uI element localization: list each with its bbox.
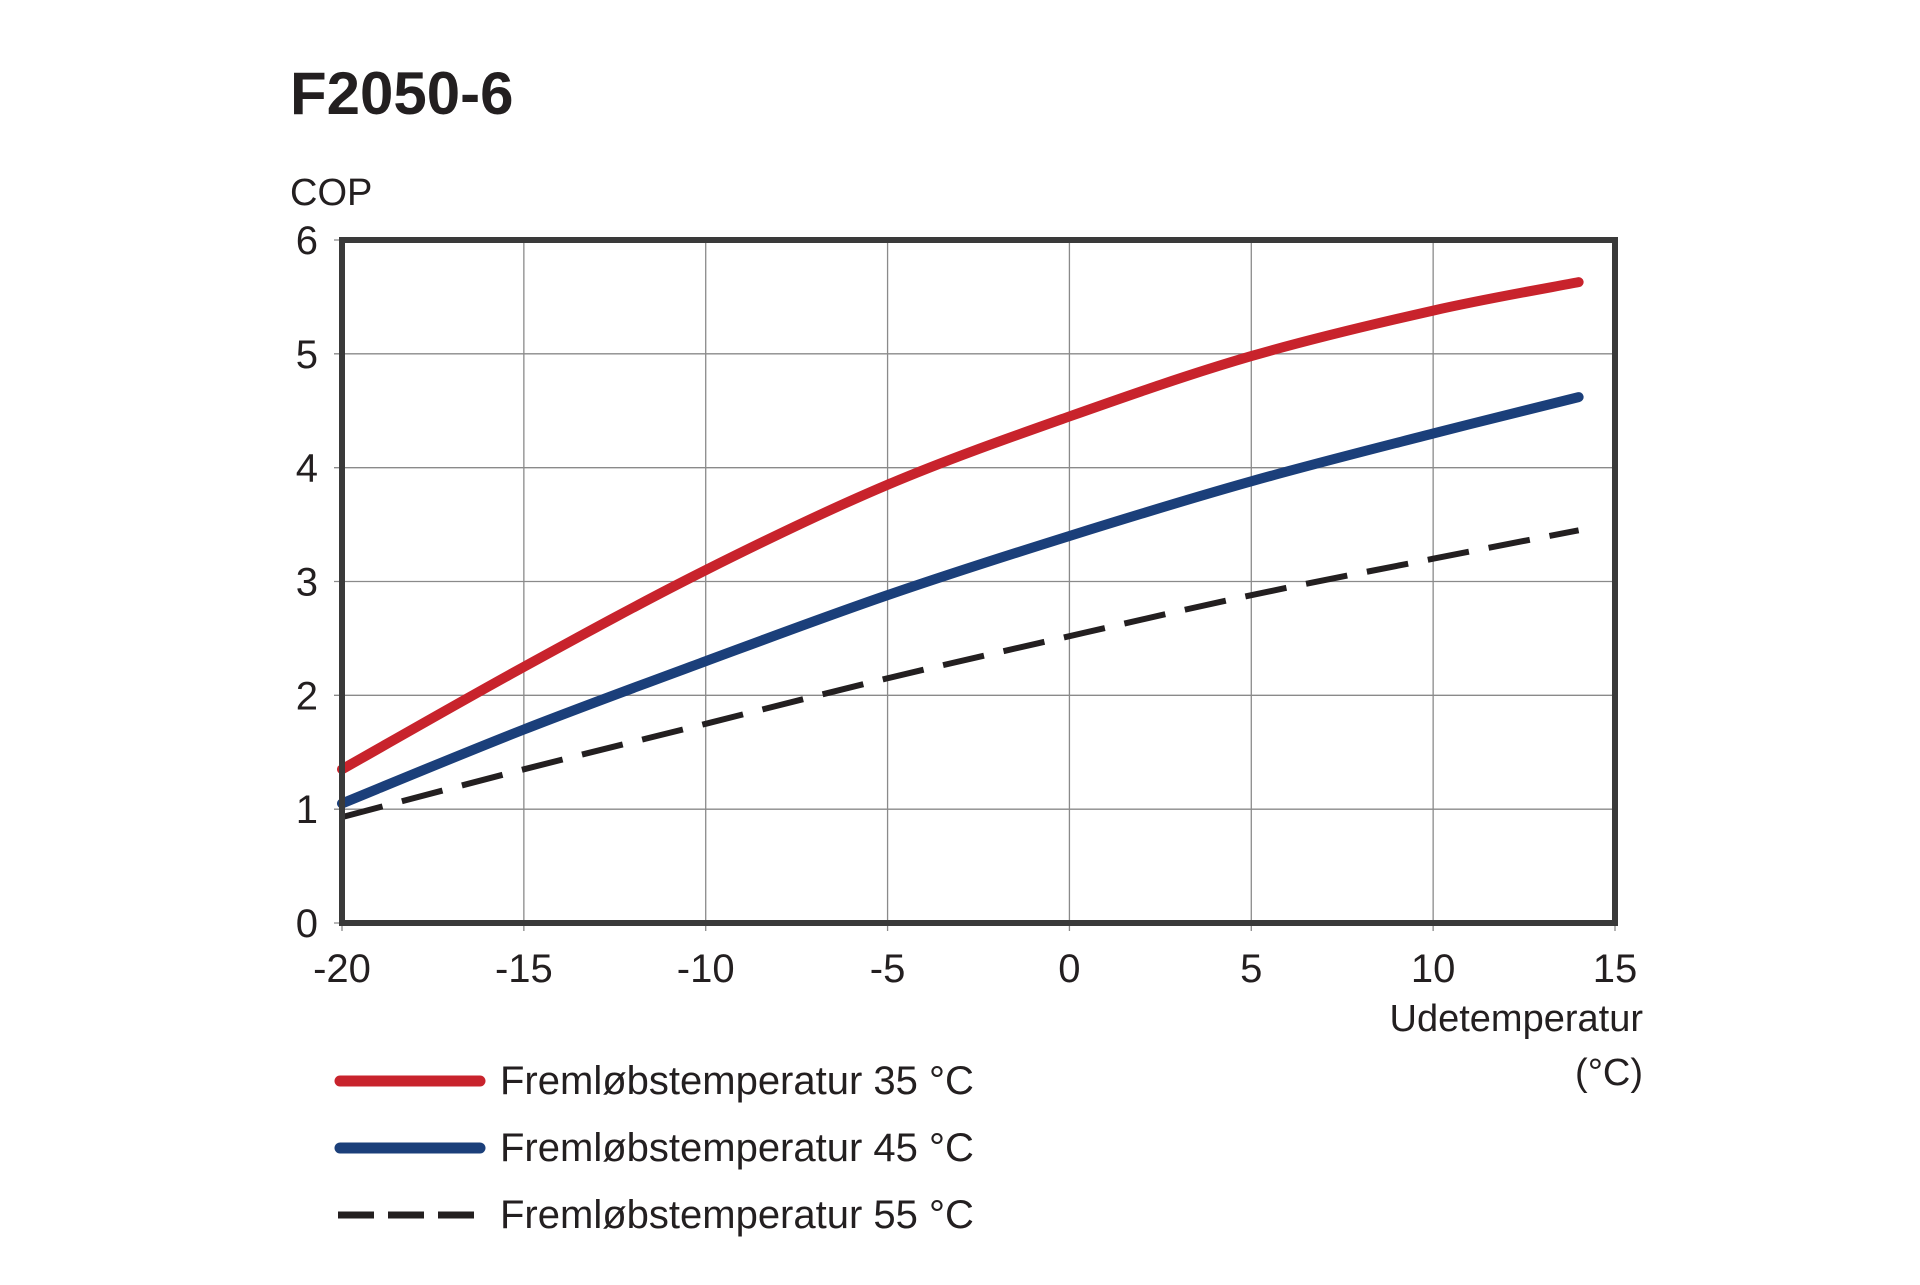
legend: Fremløbstemperatur 35 °C Fremløbstemperat… [334, 1059, 974, 1237]
y-tick-labels: 0 1 2 3 4 5 6 [296, 219, 318, 946]
y-tick-label: 0 [296, 902, 318, 946]
grid [334, 239, 1616, 931]
legend-label: Fremløbstemperatur 35 °C [500, 1059, 974, 1103]
x-axis-unit: (°C) [1575, 1052, 1643, 1094]
x-axis-label: Udetemperatur [1390, 998, 1644, 1040]
chart-title: F2050-6 [290, 60, 513, 127]
y-axis-label: COP [290, 172, 372, 214]
series-lines [337, 277, 1584, 821]
y-tick-label: 1 [296, 788, 318, 832]
x-tick-label: -20 [313, 947, 371, 991]
x-tick-label: -10 [677, 947, 735, 991]
y-tick-label: 6 [296, 219, 318, 263]
x-tick-label: 15 [1593, 947, 1638, 991]
y-tick-label: 4 [296, 447, 318, 491]
y-tick-label: 2 [296, 674, 318, 718]
x-tick-label: -15 [495, 947, 553, 991]
legend-label: Fremløbstemperatur 55 °C [500, 1193, 974, 1237]
x-tick-label: 0 [1058, 947, 1080, 991]
legend-label: Fremløbstemperatur 45 °C [500, 1126, 974, 1170]
x-tick-label: 10 [1411, 947, 1456, 991]
x-tick-label: -5 [870, 947, 906, 991]
series-line-1 [337, 277, 1584, 775]
plot-frame [339, 237, 1618, 926]
y-tick-label: 3 [296, 561, 318, 605]
series-line-2 [337, 392, 1584, 809]
y-tick-label: 5 [296, 333, 318, 377]
x-tick-label: 5 [1240, 947, 1262, 991]
series-line-3 [341, 527, 1580, 821]
x-tick-labels: -20 -15 -10 -5 0 5 10 15 [313, 947, 1637, 991]
